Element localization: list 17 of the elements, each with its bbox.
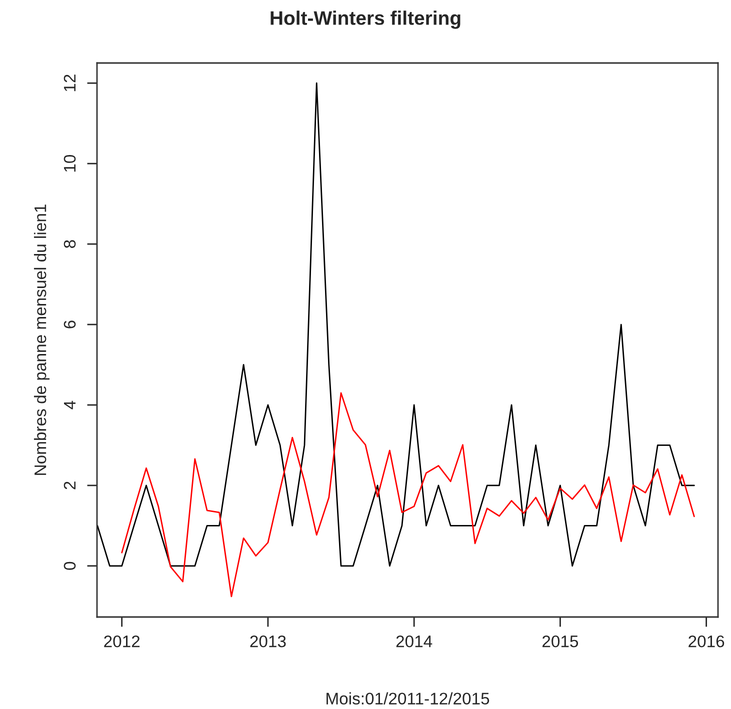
y-axis-title: Nombres de panne mensuel du lien1	[34, 204, 50, 475]
y-tick-label: 0	[64, 562, 76, 570]
chart-title: Holt-Winters filtering	[270, 10, 460, 29]
x-tick-label: 2016	[688, 635, 724, 648]
y-tick-label: 4	[64, 400, 76, 410]
line-series	[121, 392, 695, 598]
x-tick-label: 2012	[104, 635, 140, 648]
y-tick-label: 6	[64, 320, 76, 328]
x-tick-label: 2014	[396, 635, 432, 648]
y-tick-label: 2	[64, 482, 76, 490]
x-tick-label: 2013	[250, 635, 286, 648]
y-tick-label: 10	[64, 154, 76, 172]
y-tick-label: 8	[64, 240, 76, 248]
y-tick-label: 12	[64, 74, 76, 92]
x-axis-title: Mois:01/2011-12/2015	[326, 692, 490, 704]
x-tick-label: 2015	[542, 635, 578, 648]
line-series	[97, 82, 695, 567]
